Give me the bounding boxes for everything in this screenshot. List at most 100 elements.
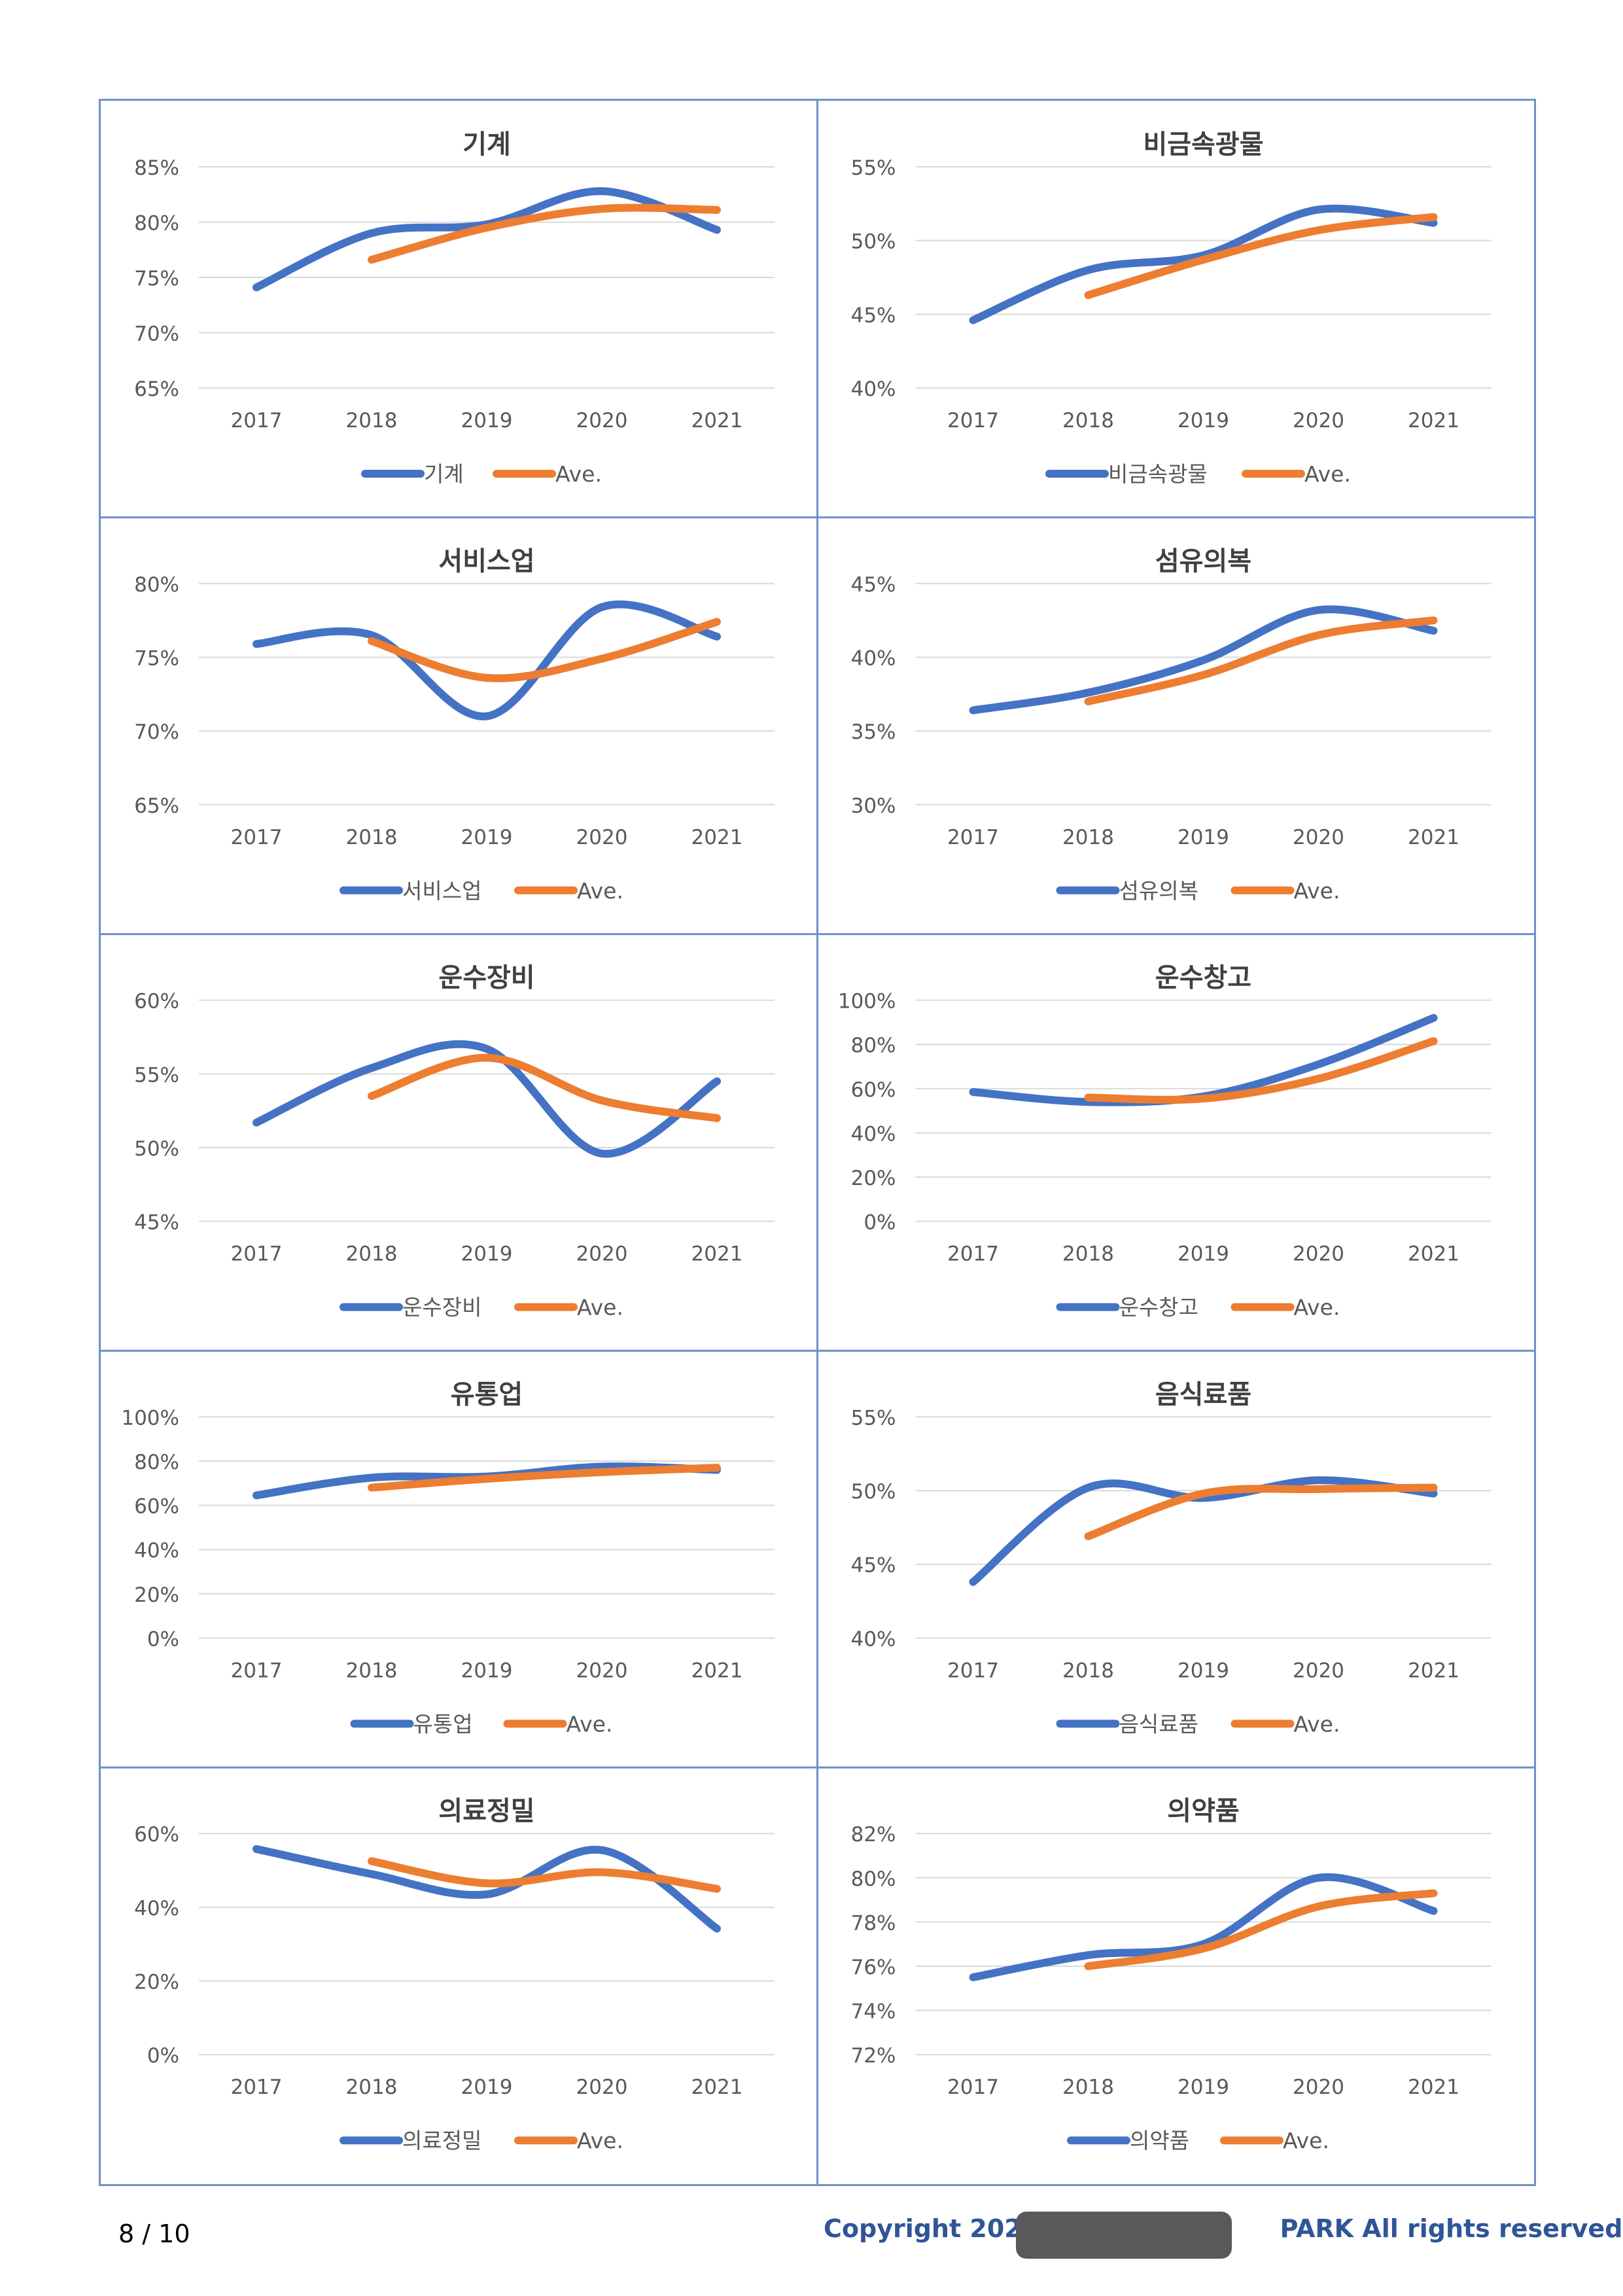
x-tick-label: 2021 [691,826,743,849]
y-tick-label: 30% [851,794,896,818]
x-tick-label: 2021 [691,1243,743,1266]
y-tick-label: 75% [134,267,179,291]
y-tick-label: 35% [851,720,896,744]
y-tick-label: 45% [851,573,896,597]
y-tick-label: 75% [134,646,179,670]
legend-label: 섬유의복 [1119,878,1198,904]
y-tick-label: 55% [851,156,896,180]
y-tick-label: 70% [134,720,179,744]
x-tick-label: 2019 [461,826,513,849]
y-tick-label: 40% [134,1539,179,1563]
x-tick-label: 2021 [1408,2075,1459,2099]
x-tick-label: 2017 [947,1243,999,1266]
x-tick-label: 2018 [346,409,398,433]
chart-panel: 의약품 72% 74% 76% 78% 80% 82% 2017 2018 2019 2020 202… [851,1796,1492,2153]
x-tick-label: 2020 [576,2075,628,2099]
y-tick-label: 40% [134,1897,179,1920]
y-tick-label: 0% [864,1211,896,1235]
y-tick-label: 60% [851,1078,896,1102]
series-line-average [1084,1889,1438,1970]
legend-label: Ave. [567,1711,613,1737]
x-tick-label: 2018 [346,1243,398,1266]
x-tick-label: 2020 [1293,826,1344,849]
chart-grid: 기계 65% 70% 75% 80% 85% 2017 2018 2019 2020 2021 기계 A… [99,99,1536,2186]
y-tick-label: 0% [147,2044,179,2068]
series-line-main [969,1873,1438,1981]
legend-label: Ave. [1294,878,1340,904]
x-tick-label: 2018 [346,826,398,849]
chart-panel: 섬유의복 30% 35% 40% 45% 2017 2018 2019 2020 2021 섬유의복… [851,546,1492,904]
x-tick-label: 2018 [346,1659,398,1682]
series-line-average [368,203,721,264]
chart-panel: 운수창고 0% 20% 40% 60% 80% 100% 2017 2018 2019 2020 20… [838,963,1492,1320]
y-tick-label: 82% [851,1823,896,1846]
x-tick-label: 2019 [461,409,513,433]
x-tick-label: 2018 [1062,1659,1114,1682]
legend-label: Ave. [1294,1295,1340,1320]
y-tick-label: 55% [851,1406,896,1430]
y-tick-label: 80% [851,1034,896,1057]
chart-title: 섬유의복 [1155,546,1251,576]
chart-panel: 운수장비 45% 50% 55% 60% 2017 2018 2019 2020 2021 운수장비… [134,963,775,1320]
x-tick-label: 2020 [1293,1659,1344,1682]
x-tick-label: 2018 [346,2075,398,2099]
y-tick-label: 100% [838,990,896,1014]
series-line-average [1084,213,1438,300]
series-line-main [969,204,1438,325]
y-tick-label: 60% [134,1823,179,1846]
series-line-average [368,1464,721,1492]
y-tick-label: 20% [134,1971,179,1994]
legend-label: 기계 [424,461,464,487]
chart-panel: 기계 65% 70% 75% 80% 85% 2017 2018 2019 2020 2021 기계 A… [134,130,775,487]
y-tick-label: 65% [134,378,179,401]
legend-label: Ave. [577,1295,623,1320]
x-tick-label: 2021 [691,1659,743,1682]
x-tick-label: 2020 [1293,1243,1344,1266]
y-tick-label: 50% [851,230,896,254]
y-tick-label: 40% [851,1122,896,1146]
x-tick-label: 2019 [1178,409,1229,433]
series-line-average [368,1857,721,1893]
series-line-average [1084,1037,1438,1104]
series-line-main [253,1040,721,1158]
y-tick-label: 50% [134,1137,179,1161]
x-tick-label: 2021 [691,2075,743,2099]
series-line-main [253,600,721,720]
chart-title: 의약품 [1167,1796,1239,1826]
y-tick-label: 20% [134,1583,179,1607]
x-tick-label: 2021 [691,409,743,433]
x-tick-label: 2018 [1062,826,1114,849]
y-tick-label: 65% [134,794,179,818]
x-tick-label: 2017 [231,826,283,849]
x-tick-label: 2021 [1408,826,1459,849]
y-tick-label: 100% [121,1406,179,1430]
x-tick-label: 2021 [1408,1243,1459,1266]
copyright-prefix: Copyright 2023. [824,2214,1049,2243]
y-tick-label: 80% [851,1867,896,1891]
legend-label: 서비스업 [402,878,481,904]
chart-title: 운수장비 [438,963,534,993]
legend-label: Ave. [1294,1711,1340,1737]
chart-title: 유통업 [451,1379,523,1409]
y-tick-label: 60% [134,990,179,1014]
y-tick-label: 50% [851,1480,896,1504]
y-tick-label: 45% [851,304,896,327]
x-tick-label: 2017 [947,826,999,849]
legend-label: 비금속광물 [1108,461,1208,487]
legend-label: 음식료품 [1119,1711,1198,1737]
x-tick-label: 2017 [947,1659,999,1682]
series-line-main [253,1845,721,1933]
legend-label: Ave. [1283,2128,1329,2153]
y-tick-label: 40% [851,1627,896,1651]
y-tick-label: 0% [147,1627,179,1651]
chart-title: 비금속광물 [1143,130,1264,160]
x-tick-label: 2018 [1062,2075,1114,2099]
legend-label: Ave. [577,2128,623,2153]
x-tick-label: 2020 [576,1243,628,1266]
legend-label: 의약품 [1130,2128,1189,2153]
chart-panel: 서비스업 65% 70% 75% 80% 2017 2018 2019 2020 2021 서비스업… [134,546,775,904]
y-tick-label: 40% [851,646,896,670]
legend-label: 의료정밀 [402,2128,481,2153]
y-tick-label: 20% [851,1167,896,1190]
x-tick-label: 2020 [576,409,628,433]
